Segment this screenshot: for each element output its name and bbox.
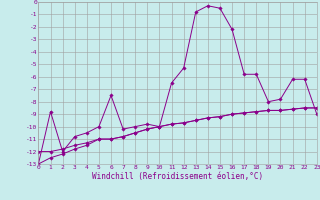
X-axis label: Windchill (Refroidissement éolien,°C): Windchill (Refroidissement éolien,°C) [92,172,263,181]
